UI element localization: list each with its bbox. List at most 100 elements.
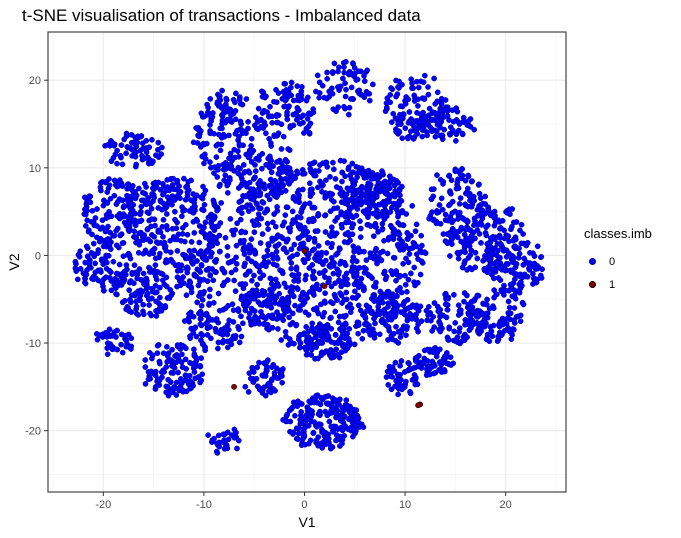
point-class-0	[448, 190, 454, 197]
point-class-0	[291, 241, 298, 248]
point-class-0	[294, 105, 301, 111]
point-class-0	[216, 443, 223, 450]
point-class-0	[454, 179, 461, 186]
point-class-0	[332, 410, 339, 416]
point-class-0	[111, 192, 118, 199]
point-class-0	[164, 295, 171, 301]
point-class-0	[280, 246, 287, 252]
point-class-0	[225, 302, 231, 309]
point-class-0	[488, 250, 495, 257]
point-class-0	[352, 257, 358, 264]
point-class-0	[187, 385, 194, 392]
point-class-0	[333, 230, 340, 237]
point-class-0	[267, 176, 274, 183]
point-class-0	[393, 277, 399, 284]
point-class-0	[215, 141, 221, 148]
point-class-0	[470, 197, 477, 203]
point-class-0	[365, 200, 371, 206]
point-class-0	[339, 169, 346, 176]
point-class-0	[170, 370, 177, 376]
point-class-0	[223, 104, 230, 111]
point-class-0	[317, 258, 323, 264]
point-class-0	[410, 239, 417, 246]
point-class-1	[415, 402, 422, 409]
point-class-0	[191, 203, 198, 209]
point-class-0	[400, 260, 406, 267]
point-class-0	[538, 253, 545, 260]
point-class-0	[318, 180, 325, 187]
point-class-0	[342, 262, 349, 269]
point-class-0	[304, 115, 311, 122]
point-class-0	[476, 308, 483, 314]
point-class-0	[477, 326, 484, 333]
point-class-0	[391, 306, 398, 313]
point-class-0	[160, 216, 167, 223]
point-class-0	[194, 258, 200, 264]
point-class-0	[337, 190, 344, 197]
point-class-0	[295, 221, 302, 228]
point-class-0	[464, 318, 471, 324]
point-class-0	[139, 288, 146, 295]
point-class-0	[509, 332, 515, 338]
point-class-0	[146, 264, 152, 271]
point-class-0	[330, 270, 337, 277]
point-class-0	[101, 287, 107, 294]
point-class-0	[379, 170, 386, 176]
point-class-0	[413, 325, 420, 332]
point-class-0	[273, 235, 279, 241]
point-class-0	[302, 309, 309, 316]
point-class-0	[481, 266, 488, 272]
point-class-0	[496, 323, 503, 330]
point-class-0	[383, 374, 390, 380]
point-class-0	[257, 189, 264, 196]
point-class-0	[214, 99, 221, 105]
point-class-0	[410, 136, 417, 142]
x-tick-label: -20	[95, 499, 111, 511]
point-class-0	[123, 222, 130, 229]
point-class-0	[148, 216, 155, 222]
point-class-0	[404, 288, 410, 295]
point-class-0	[527, 249, 533, 256]
point-class-0	[271, 283, 278, 290]
point-class-0	[497, 254, 503, 261]
point-class-0	[268, 169, 275, 176]
point-class-0	[287, 321, 294, 328]
point-class-0	[454, 249, 461, 256]
point-class-0	[82, 280, 89, 287]
point-class-0	[431, 186, 437, 192]
point-class-0	[76, 253, 83, 260]
point-class-0	[315, 184, 321, 191]
point-class-0	[283, 164, 289, 171]
point-class-0	[351, 281, 358, 288]
point-class-0	[465, 241, 472, 248]
point-class-0	[219, 87, 225, 94]
point-class-0	[482, 253, 488, 259]
point-class-0	[153, 308, 159, 314]
point-class-0	[191, 247, 198, 254]
point-class-0	[238, 228, 245, 235]
point-class-0	[331, 205, 337, 212]
point-class-0	[442, 97, 449, 103]
point-class-0	[226, 317, 233, 324]
point-class-0	[265, 242, 272, 249]
point-class-0	[398, 326, 405, 333]
point-class-0	[322, 290, 328, 297]
point-class-0	[313, 305, 320, 311]
point-class-0	[292, 302, 298, 309]
point-class-0	[505, 298, 512, 305]
point-class-0	[77, 248, 84, 255]
y-tick-label: -10	[25, 338, 41, 350]
y-tick-label: -20	[25, 426, 41, 438]
point-class-0	[131, 234, 138, 240]
point-class-0	[232, 335, 238, 342]
point-class-0	[241, 263, 247, 270]
point-class-0	[134, 269, 141, 276]
point-class-0	[240, 162, 247, 168]
point-class-0	[467, 313, 474, 320]
point-class-0	[403, 332, 409, 339]
point-class-0	[390, 298, 396, 305]
point-class-0	[169, 363, 175, 369]
point-class-0	[390, 254, 397, 261]
point-class-0	[131, 228, 138, 235]
point-class-0	[202, 254, 209, 261]
